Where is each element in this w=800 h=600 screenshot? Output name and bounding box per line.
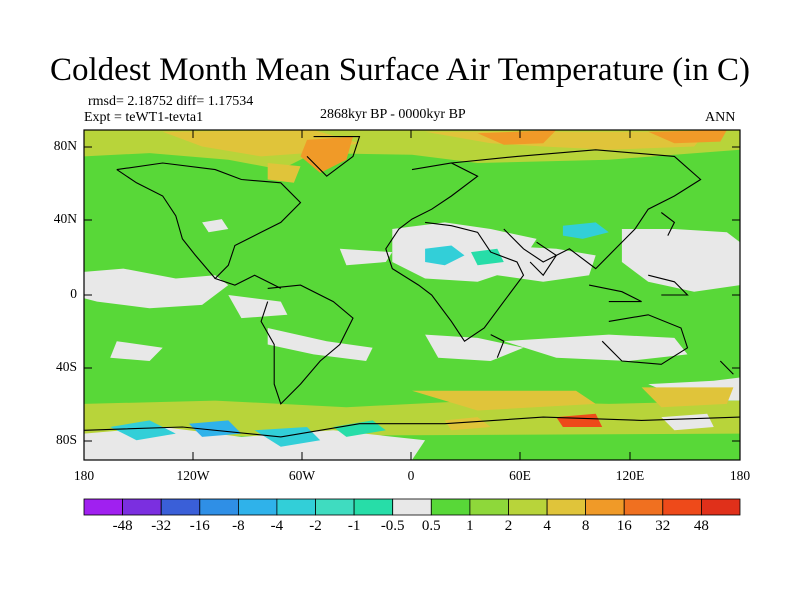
colorbar-label: 1 xyxy=(466,518,474,534)
colorbar-label: 0.5 xyxy=(421,518,441,534)
colorbar-label: -4 xyxy=(270,518,284,534)
map-title: Coldest Month Mean Surface Air Temperatu… xyxy=(50,52,750,88)
coastlines xyxy=(83,136,741,438)
colorbar-swatch xyxy=(546,498,587,516)
colorbar-swatch xyxy=(508,498,548,516)
colorbar-swatch xyxy=(430,498,471,516)
lat-label: 80S xyxy=(55,432,77,447)
antarctic-gray-w xyxy=(84,427,426,460)
stats-line-expt: Expt = teWT1-tevta1 xyxy=(84,110,204,125)
antarctic-teal xyxy=(333,420,386,437)
coastline-segment xyxy=(83,416,741,438)
lon-label: 120W xyxy=(176,468,210,483)
lon-label: 180 xyxy=(729,468,751,483)
colorbar-swatch xyxy=(623,498,664,516)
southern-yellow-2 xyxy=(641,387,734,408)
coastline-segment xyxy=(719,360,734,375)
antarctic-cyan-2 xyxy=(254,427,321,447)
coastline-segment xyxy=(116,169,216,279)
colorbar-label: -8 xyxy=(232,518,245,534)
atlantic-gray-eq xyxy=(228,295,288,319)
coastline-segment xyxy=(490,334,505,358)
lat-label: 40N xyxy=(53,211,77,226)
colorbar-label: -16 xyxy=(189,518,210,534)
sahara-cold-1 xyxy=(425,245,465,266)
colorbar-swatch xyxy=(662,498,702,516)
pacific-tropical-gray xyxy=(84,268,229,309)
lon-label: 60E xyxy=(509,468,531,483)
coastline-segment xyxy=(260,284,354,405)
coastline-segment xyxy=(451,149,702,270)
lon-label: 0 xyxy=(407,468,415,483)
colorbar-swatch xyxy=(276,498,316,516)
coastline-segment xyxy=(306,136,361,177)
lon-label: 120E xyxy=(615,468,645,483)
colorbar-swatch xyxy=(701,498,741,516)
coastline-segment xyxy=(588,284,642,303)
lat-label: 40S xyxy=(55,359,77,374)
colorbar xyxy=(83,498,741,516)
colorbar-label: -1 xyxy=(347,518,361,534)
colorbar-label: -2 xyxy=(309,518,322,534)
colorbar-swatch xyxy=(83,498,123,516)
south-atlantic-gray xyxy=(267,328,373,361)
colorbar-swatch xyxy=(122,498,162,516)
antarctic-yellow xyxy=(444,417,491,431)
labrador-warm xyxy=(267,163,301,183)
arctic-orange-1 xyxy=(477,130,557,145)
lat-label: 0 xyxy=(70,286,77,301)
antarctic-warm xyxy=(556,413,603,427)
coastline-segment xyxy=(648,274,689,296)
south-pacific-gray xyxy=(110,341,163,361)
colorbar-label: -0.5 xyxy=(380,518,405,534)
lon-label: 180 xyxy=(73,468,95,483)
axis-ticks xyxy=(83,130,741,460)
colorbar-swatch xyxy=(585,498,625,516)
atlantic-gray-n xyxy=(339,248,393,266)
colorbar-swatch xyxy=(469,498,509,516)
colorbar-swatch xyxy=(392,498,432,516)
colorbar-label: 32 xyxy=(655,518,671,534)
season-label: ANN xyxy=(705,110,736,125)
colorbar-label: 4 xyxy=(543,518,551,534)
lon-label: 60W xyxy=(288,468,316,483)
colorbar-swatch xyxy=(237,498,278,516)
antarctic-blue-1 xyxy=(189,420,242,437)
time-period: 2868kyr BP - 0000kyr BP xyxy=(320,107,466,122)
arctic-orange-2 xyxy=(648,130,727,144)
coastline-segment xyxy=(529,241,558,277)
colorbar-swatch xyxy=(160,498,201,516)
indian-ocean-gray xyxy=(503,334,688,361)
coastline-segment xyxy=(385,162,525,342)
n-america-gray xyxy=(202,219,229,233)
coastline-segment xyxy=(116,162,302,289)
temperature-field xyxy=(84,130,740,460)
colorbar-label: 48 xyxy=(693,518,709,534)
colorbar-swatch xyxy=(315,498,355,516)
colorbar-swatch xyxy=(199,498,239,516)
sahara-cold-2 xyxy=(471,248,504,266)
colorbar-label: -32 xyxy=(151,518,172,534)
lat-label: 80N xyxy=(53,138,77,153)
stats-line-rmsd: rmsd= 2.18752 diff= 1.17534 xyxy=(88,94,254,109)
colorbar-label: -48 xyxy=(112,518,133,534)
antarctic-cyan-1 xyxy=(110,420,176,441)
southern-ocean-band xyxy=(84,400,740,437)
coastline-segment xyxy=(660,212,676,236)
colorbar-label: 2 xyxy=(504,518,513,534)
colorbar-swatch xyxy=(353,498,394,516)
coastline-segment xyxy=(601,314,689,365)
colorbar-label: 8 xyxy=(581,518,590,534)
tibet-cold xyxy=(562,222,609,239)
southern-yellow-1 xyxy=(412,390,596,411)
colorbar-label: 16 xyxy=(616,518,632,534)
